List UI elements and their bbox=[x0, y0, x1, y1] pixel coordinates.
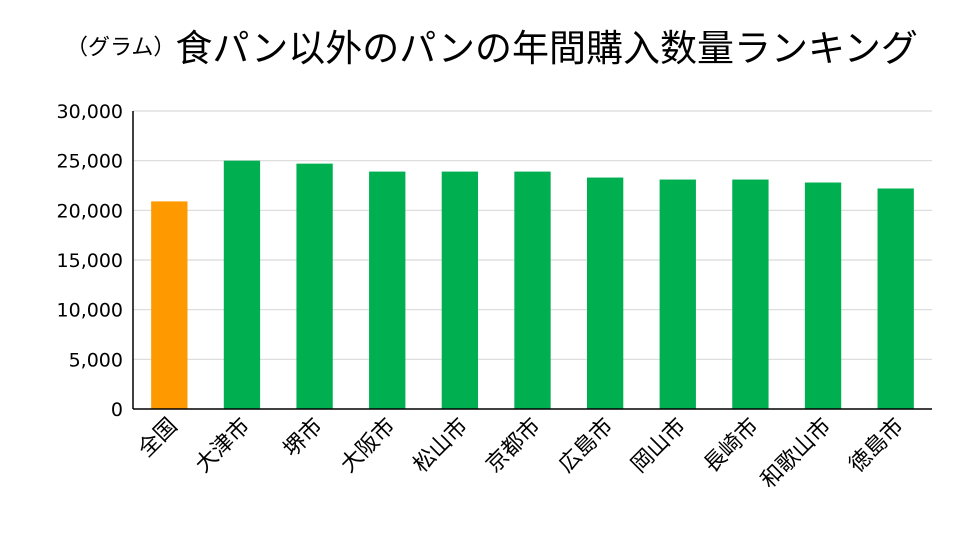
x-tick-label: 大津市 bbox=[191, 414, 255, 478]
y-tick-label: 0 bbox=[111, 399, 123, 421]
bar bbox=[223, 160, 261, 409]
bar bbox=[296, 163, 333, 409]
x-tick-label: 堺市 bbox=[279, 414, 328, 463]
x-tick-label: 徳島市 bbox=[845, 414, 909, 478]
x-tick-label: 大阪市 bbox=[336, 414, 400, 478]
bar bbox=[151, 201, 188, 409]
bar bbox=[586, 177, 624, 409]
bar bbox=[514, 171, 551, 409]
chart-title-row: （グラム）食パン以外のパンの年間購入数量ランキング bbox=[66, 30, 918, 67]
y-tick-label: 15,000 bbox=[57, 250, 123, 272]
y-tick-label: 30,000 bbox=[57, 101, 123, 123]
x-tick-label: 京都市 bbox=[481, 414, 545, 478]
bar bbox=[659, 179, 696, 409]
x-tick-label: 全国 bbox=[134, 414, 183, 463]
unit-label: （グラム） bbox=[66, 35, 176, 61]
x-tick-label: 松山市 bbox=[409, 414, 473, 478]
bar bbox=[804, 182, 842, 409]
bar bbox=[369, 171, 406, 409]
x-tick-label: 長崎市 bbox=[699, 414, 763, 478]
y-tick-label: 10,000 bbox=[57, 300, 123, 322]
chart-title: 食パン以外のパンの年間購入数量ランキング bbox=[175, 27, 918, 70]
x-tick-label: 和歌山市 bbox=[756, 414, 836, 494]
bar bbox=[877, 188, 914, 409]
bar bbox=[732, 179, 769, 409]
y-tick-label: 5,000 bbox=[69, 349, 123, 371]
bar bbox=[441, 171, 479, 409]
x-tick-label: 岡山市 bbox=[627, 414, 691, 478]
y-tick-label: 25,000 bbox=[57, 151, 123, 173]
x-tick-label: 広島市 bbox=[554, 414, 618, 478]
y-tick-label: 20,000 bbox=[57, 200, 123, 222]
